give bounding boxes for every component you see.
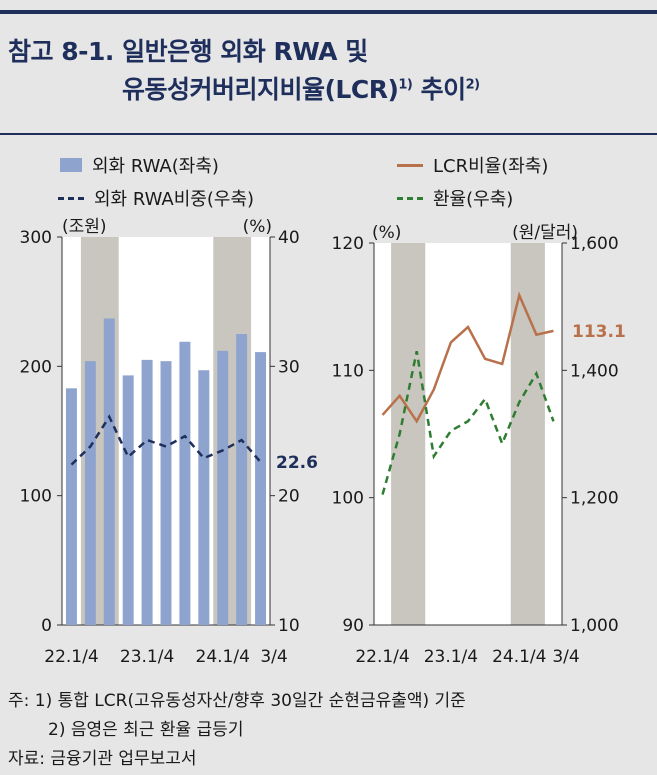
x-tick-label-0-2: 24.1/4 xyxy=(196,647,250,667)
x-tick-label-0-3: 3/4 xyxy=(260,647,287,667)
legend-fx: 환율(우축) xyxy=(397,185,513,211)
rwa-bar-8 xyxy=(217,350,229,625)
right-unit-1: (원/달러) xyxy=(512,223,578,243)
legend-bar-swatch xyxy=(60,158,82,172)
shaded-period-1-1 xyxy=(510,243,545,625)
legend-share-swatch xyxy=(58,196,84,200)
x-tick-label-0-1: 23.1/4 xyxy=(120,647,174,667)
rwa-bar-10 xyxy=(255,352,267,625)
title-line2-text: 유동성커버리지비율(LCR) xyxy=(122,75,399,104)
right-tick-label-0-1: 20 xyxy=(278,487,300,507)
rwa-bar-6 xyxy=(179,341,191,625)
rwa-bar-7 xyxy=(198,370,210,625)
shaded-period-1-0 xyxy=(391,243,426,625)
right-tick-label-0-0: 10 xyxy=(278,616,300,636)
left-tick-label-0-2: 200 xyxy=(20,357,52,377)
rwa-bar-0 xyxy=(65,388,77,625)
legend-rwa-bar: 외화 RWA(좌축) xyxy=(60,152,219,178)
legend-lcr-label: LCR비율(좌축) xyxy=(433,156,549,177)
right-tick-label-0-2: 30 xyxy=(278,357,300,377)
lcr-line xyxy=(381,291,554,424)
top-rule xyxy=(0,10,657,14)
left-unit-0: (조원) xyxy=(62,217,107,237)
right-tick-label-1-1: 1,200 xyxy=(570,489,619,509)
title-footnote-1: 1) xyxy=(398,77,413,93)
lcr-end-label: 113.1 xyxy=(572,322,626,342)
legend-rwa-share-label: 외화 RWA비중(우축) xyxy=(94,189,255,210)
left-tick-label-0-1: 100 xyxy=(20,487,52,507)
rwa-bar-2 xyxy=(103,318,115,625)
right-tick-label-0-3: 40 xyxy=(278,228,300,248)
source-note: 자료: 금융기관 업무보고서 xyxy=(8,749,197,769)
x-tick-label-1-3: 3/4 xyxy=(552,647,579,667)
legend-fx-label: 환율(우축) xyxy=(433,189,514,210)
left-tick-label-1-3: 120 xyxy=(332,234,364,254)
x-tick-label-1-1: 23.1/4 xyxy=(424,647,478,667)
rwa-bar-5 xyxy=(160,361,172,625)
right-tick-label-1-3: 1,600 xyxy=(570,234,619,254)
legend-fx-swatch xyxy=(397,196,423,200)
title-footnote-2: 2) xyxy=(465,77,481,93)
right-tick-label-1-0: 1,000 xyxy=(570,616,619,636)
title-rule xyxy=(0,133,657,135)
rwa-bar-3 xyxy=(122,375,134,625)
legend-lcr: LCR비율(좌축) xyxy=(397,152,548,178)
right-tick-label-1-2: 1,400 xyxy=(570,361,619,381)
x-tick-label-0-0: 22.1/4 xyxy=(44,647,98,667)
left-tick-label-1-0: 90 xyxy=(342,616,364,636)
left-tick-label-0-3: 300 xyxy=(20,228,52,248)
rwa-bar-4 xyxy=(141,359,153,625)
x-tick-label-1-0: 22.1/4 xyxy=(355,647,409,667)
left-unit-1: (%) xyxy=(372,223,401,243)
chart-title-line2: 유동성커버리지비율(LCR)1) 추이2) xyxy=(122,70,480,106)
footnote-1: 주: 1) 통합 LCR(고유동성자산/향후 30일간 순현금유출액) 기준 xyxy=(8,691,466,711)
rwa-share-line xyxy=(70,414,262,466)
rwa-share-end-label: 22.6 xyxy=(276,453,318,473)
fx-line xyxy=(381,350,555,495)
right-unit-0: (%) xyxy=(243,217,272,237)
left-tick-label-1-2: 110 xyxy=(332,361,364,381)
rwa-bar-9 xyxy=(236,334,248,625)
left-tick-label-1-1: 100 xyxy=(332,489,364,509)
rwa-bar-1 xyxy=(84,361,96,625)
legend-rwa-share: 외화 RWA비중(우축) xyxy=(58,185,254,211)
footnote-2: 2) 음영은 최근 환율 급등기 xyxy=(48,720,244,740)
title-line2-tail: 추이 xyxy=(412,75,467,104)
legend-lcr-swatch xyxy=(397,163,423,167)
left-tick-label-0-0: 0 xyxy=(41,616,52,636)
x-tick-label-1-2: 24.1/4 xyxy=(492,647,546,667)
legend-rwa-bar-label: 외화 RWA(좌축) xyxy=(92,156,219,177)
chart-title-line1: 참고 8-1. 일반은행 외화 RWA 및 xyxy=(8,37,368,66)
